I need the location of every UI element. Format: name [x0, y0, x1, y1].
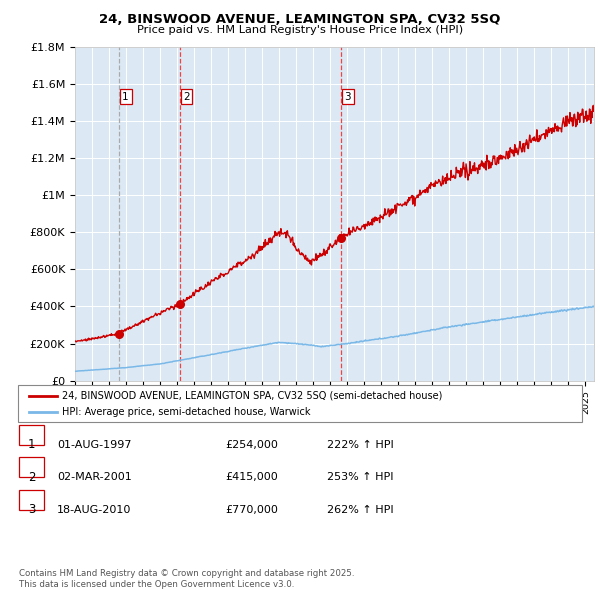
- Text: 253% ↑ HPI: 253% ↑ HPI: [327, 473, 394, 482]
- Text: 18-AUG-2010: 18-AUG-2010: [57, 505, 131, 514]
- Text: 262% ↑ HPI: 262% ↑ HPI: [327, 505, 394, 514]
- Text: 1: 1: [122, 91, 129, 101]
- Text: 2: 2: [183, 91, 190, 101]
- Text: 01-AUG-1997: 01-AUG-1997: [57, 440, 131, 450]
- Text: 222% ↑ HPI: 222% ↑ HPI: [327, 440, 394, 450]
- Text: 2: 2: [28, 471, 35, 484]
- Text: 1: 1: [28, 438, 35, 451]
- Text: Contains HM Land Registry data © Crown copyright and database right 2025.
This d: Contains HM Land Registry data © Crown c…: [19, 569, 355, 589]
- Text: £770,000: £770,000: [225, 505, 278, 514]
- Text: £254,000: £254,000: [225, 440, 278, 450]
- Text: 3: 3: [28, 503, 35, 516]
- Text: £415,000: £415,000: [225, 473, 278, 482]
- Text: HPI: Average price, semi-detached house, Warwick: HPI: Average price, semi-detached house,…: [62, 407, 310, 417]
- Text: 24, BINSWOOD AVENUE, LEAMINGTON SPA, CV32 5SQ: 24, BINSWOOD AVENUE, LEAMINGTON SPA, CV3…: [100, 13, 500, 26]
- Text: 3: 3: [344, 91, 351, 101]
- Text: 24, BINSWOOD AVENUE, LEAMINGTON SPA, CV32 5SQ (semi-detached house): 24, BINSWOOD AVENUE, LEAMINGTON SPA, CV3…: [62, 391, 442, 401]
- Text: 02-MAR-2001: 02-MAR-2001: [57, 473, 132, 482]
- Text: Price paid vs. HM Land Registry's House Price Index (HPI): Price paid vs. HM Land Registry's House …: [137, 25, 463, 35]
